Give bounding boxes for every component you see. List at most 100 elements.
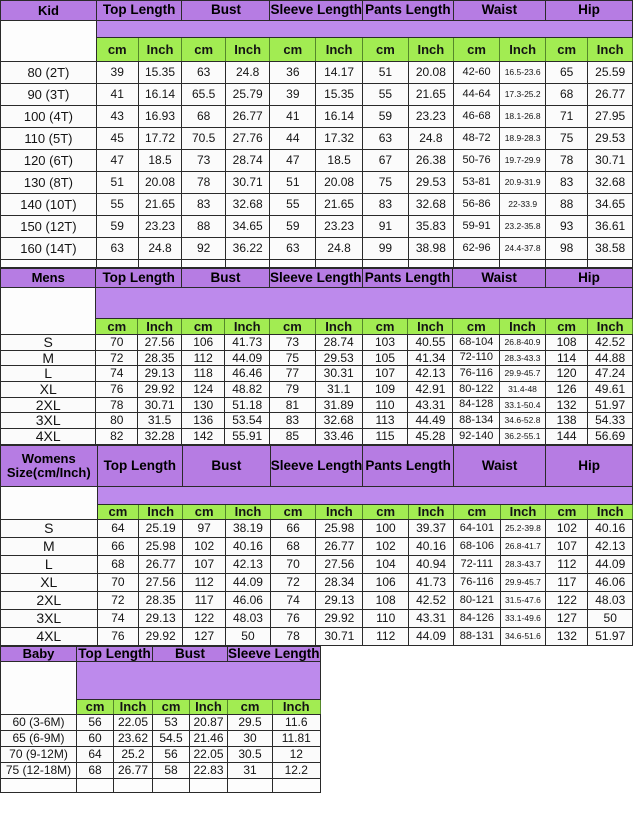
table-row: 130 (8T) 51 20.08 78 30.71 51 20.08 75 29.53 53-8… [0,171,633,194]
table-cell: 122 [182,608,227,628]
table-cell: 56 [152,745,190,763]
unit-header: cm [361,318,409,335]
size-label: XL [0,381,97,398]
table-cell: 105 [361,349,409,367]
table-cell: 29.13 [315,590,364,610]
column-group-header: Hip [545,444,633,487]
table-cell: 83 [269,412,316,430]
table-cell: 77 [269,365,316,383]
table-row: 80 (2T) 39 15.35 63 24.8 36 14.17 51 20.08 42-60 1… [0,61,633,84]
table-cell: 36.61 [587,215,633,238]
table-cell: 66 [269,518,317,538]
table-cell: 72 [95,349,139,367]
size-label: 70 (9-12M) [0,745,77,763]
table-cell: 42-60 [452,61,501,84]
empty-cell [407,259,454,268]
column-group-header: Top Length [95,268,183,288]
table-cell: 16.14 [315,105,363,128]
section-title-womens: Womens Size(cm/Inch) [0,444,98,487]
table-cell: 26.77 [587,83,633,106]
table-cell: 29.13 [138,608,184,628]
table-cell: 30.71 [315,626,364,646]
table-cell: 29.9-45.7 [499,365,546,383]
empty-cell [181,259,226,268]
table-cell: 44.09 [225,572,271,592]
table-cell: 68 [76,761,114,779]
table-cell: 29.5 [227,713,273,731]
table-cell: 98 [545,237,589,260]
column-group-header: Bust [181,0,271,21]
table-cell: 92 [181,237,226,260]
table-cell: 24.8 [407,127,454,150]
table-cell: 18.5 [315,149,363,172]
unit-header: cm [544,318,589,335]
table-cell: 28.74 [314,334,363,351]
table-cell: 65.5 [181,83,226,106]
table-cell: 138 [544,412,589,430]
table-cell: 18.9-28.3 [499,127,547,150]
table-cell: 68 [181,105,226,128]
unit-header: Inch [314,318,363,335]
spacer-band-row [0,20,633,62]
unit-header: cm [269,318,316,335]
unit-header: Inch [407,318,454,335]
table-row: 4XL 76 29.92 127 50 78 30.71 112 44.09 88-131 34.6… [0,626,633,646]
unit-header: Inch [499,318,546,335]
table-cell: 78 [545,149,589,172]
table-cell: 29.9-45.7 [499,572,547,592]
table-cell: 63 [361,127,409,150]
table-cell: 76 [96,626,140,646]
table-cell: 91 [361,215,409,238]
empty-cell [499,259,547,268]
table-row: 90 (3T) 41 16.14 65.5 25.79 39 15.35 55 21.65 44-… [0,83,633,106]
table-cell: 31.5-47.6 [499,590,547,610]
table-cell: 132 [545,626,589,646]
table-cell: 107 [182,554,227,574]
table-cell: 85 [269,428,316,445]
table-cell: 46.06 [587,572,633,592]
table-cell: 35.83 [407,215,454,238]
table-cell: 23.23 [407,105,454,128]
table-cell: 83 [361,193,409,216]
unit-header: cm [181,37,226,62]
table-cell: 23.23 [137,215,183,238]
section-title-baby: Baby [0,645,77,662]
table-cell: 97 [182,518,227,538]
table-cell: 67 [361,149,409,172]
unit-header: cm [152,698,190,715]
section-header-row: Mens Top Length Bust Sleeve Length Pants Len… [0,268,633,288]
table-cell: 30.71 [137,396,183,414]
table-cell: 20.08 [137,171,183,194]
table-row: 160 (14T) 63 24.8 92 36.22 63 24.8 99 38.98 62-96… [0,237,633,260]
table-cell: 108 [544,334,589,351]
table-cell: 25.19 [138,518,184,538]
table-cell: 100 [362,518,410,538]
table-cell: 46.06 [225,590,271,610]
table-cell: 92-140 [452,428,501,445]
size-label: XL [0,572,98,592]
empty-cell [152,777,190,793]
size-column-blank-cell [0,20,97,62]
unit-header: Inch [408,503,455,520]
table-cell: 31.5 [137,412,183,430]
table-cell: 20.87 [189,713,228,731]
table-cell: 68-106 [453,536,501,556]
table-cell: 14.17 [315,61,363,84]
empty-cell [361,259,409,268]
table-cell: 31 [227,761,273,779]
table-cell: 33.1-49.6 [499,608,547,628]
table-cell: 22.83 [189,761,228,779]
table-cell: 49.61 [587,381,633,398]
table-cell: 36.22 [224,237,271,260]
table-row: 2XL 72 28.35 117 46.06 74 29.13 108 42.52 80-121 3… [0,590,633,610]
size-label: L [0,365,97,383]
table-cell: 50 [225,626,271,646]
table-cell: 43.31 [407,396,454,414]
size-label: 4XL [0,626,98,646]
table-cell: 44 [269,127,317,150]
table-row: L 74 29.13 118 46.46 77 30.31 107 42.13 76-116 29.… [0,365,633,383]
empty-cell [452,259,501,268]
table-cell: 73 [181,149,226,172]
table-cell: 56-86 [452,193,501,216]
table-cell: 29.92 [137,381,183,398]
